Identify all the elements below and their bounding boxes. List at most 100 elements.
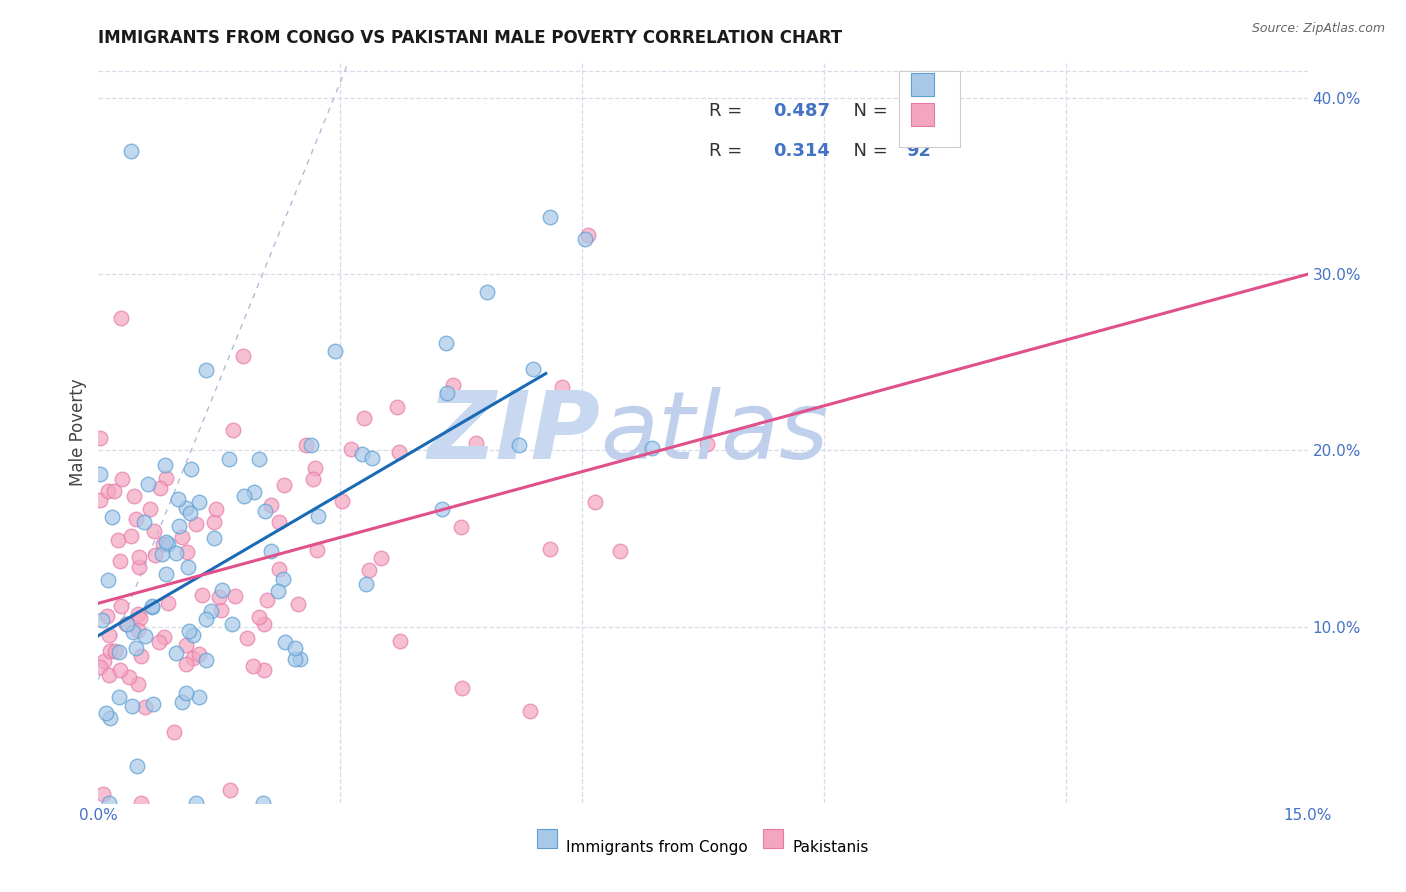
- Point: [209, 602, 232, 616]
- Point: [186, 796, 208, 810]
- Point: [122, 489, 145, 503]
- Point: [260, 543, 283, 558]
- Point: [205, 501, 228, 516]
- Point: [307, 509, 329, 524]
- Point: [96, 608, 118, 623]
- Point: [108, 554, 131, 568]
- Point: [176, 559, 198, 574]
- Point: [101, 510, 124, 524]
- Point: [200, 604, 222, 618]
- Point: [232, 349, 254, 363]
- Text: N =: N =: [842, 102, 894, 120]
- Point: [108, 663, 131, 677]
- Point: [243, 485, 266, 500]
- Point: [224, 589, 246, 603]
- Point: [233, 489, 256, 503]
- Text: 75: 75: [905, 102, 931, 120]
- Point: [179, 506, 201, 520]
- Point: [519, 704, 541, 718]
- Point: [194, 653, 217, 667]
- Point: [117, 616, 139, 631]
- Point: [174, 657, 197, 671]
- Point: [441, 377, 464, 392]
- Point: [451, 681, 474, 695]
- Point: [165, 647, 187, 661]
- Point: [222, 424, 245, 438]
- Point: [127, 677, 149, 691]
- Point: [339, 442, 361, 457]
- Text: 0.314: 0.314: [773, 143, 830, 161]
- Point: [118, 670, 141, 684]
- Point: [156, 536, 179, 550]
- Point: [97, 574, 120, 588]
- Point: [108, 645, 131, 659]
- Point: [98, 711, 121, 725]
- Point: [131, 649, 153, 664]
- Point: [97, 483, 120, 498]
- Point: [283, 652, 305, 666]
- Point: [190, 588, 212, 602]
- Point: [323, 343, 346, 358]
- Point: [260, 498, 283, 512]
- Point: [202, 515, 225, 529]
- Point: [93, 654, 115, 668]
- Point: [354, 577, 377, 591]
- Point: [176, 545, 198, 559]
- Point: [253, 663, 276, 677]
- Text: IMMIGRANTS FROM CONGO VS PAKISTANI MALE POVERTY CORRELATION CHART: IMMIGRANTS FROM CONGO VS PAKISTANI MALE …: [98, 29, 842, 47]
- Point: [108, 690, 131, 705]
- Point: [122, 625, 145, 640]
- Point: [357, 563, 380, 577]
- Point: [609, 543, 631, 558]
- Point: [475, 285, 498, 300]
- Point: [89, 467, 111, 481]
- Point: [218, 452, 240, 467]
- Point: [115, 617, 138, 632]
- Point: [450, 520, 472, 534]
- Point: [155, 470, 177, 484]
- Point: [181, 628, 204, 642]
- Point: [550, 380, 572, 394]
- Point: [267, 584, 290, 599]
- Point: [302, 472, 325, 486]
- Text: ZIP: ZIP: [427, 386, 600, 479]
- Point: [98, 644, 121, 658]
- Point: [103, 483, 125, 498]
- Point: [388, 445, 411, 459]
- Point: [252, 796, 274, 810]
- Point: [167, 519, 190, 533]
- Point: [583, 495, 606, 509]
- Point: [110, 599, 132, 614]
- Point: [211, 582, 233, 597]
- Point: [465, 436, 488, 450]
- Point: [247, 610, 270, 624]
- Point: [195, 611, 218, 625]
- Point: [188, 495, 211, 509]
- Text: N =: N =: [842, 143, 894, 161]
- Point: [139, 502, 162, 516]
- Point: [96, 706, 118, 721]
- Point: [120, 529, 142, 543]
- Point: [128, 560, 150, 574]
- Point: [149, 481, 172, 495]
- Point: [143, 524, 166, 539]
- Point: [172, 696, 194, 710]
- Point: [576, 227, 599, 242]
- Text: Source: ZipAtlas.com: Source: ZipAtlas.com: [1251, 22, 1385, 36]
- Point: [156, 596, 179, 610]
- Point: [89, 432, 111, 446]
- Point: [247, 451, 270, 466]
- Point: [91, 787, 114, 801]
- Point: [574, 232, 596, 246]
- Point: [538, 541, 561, 556]
- Text: 92: 92: [905, 143, 931, 161]
- Point: [274, 635, 297, 649]
- Point: [295, 437, 318, 451]
- Point: [153, 630, 176, 644]
- Point: [181, 651, 204, 665]
- Text: atlas: atlas: [600, 387, 828, 478]
- Legend: Immigrants from Congo, Pakistanis: Immigrants from Congo, Pakistanis: [531, 832, 875, 862]
- Point: [142, 697, 165, 711]
- Point: [253, 617, 276, 632]
- Point: [177, 624, 200, 639]
